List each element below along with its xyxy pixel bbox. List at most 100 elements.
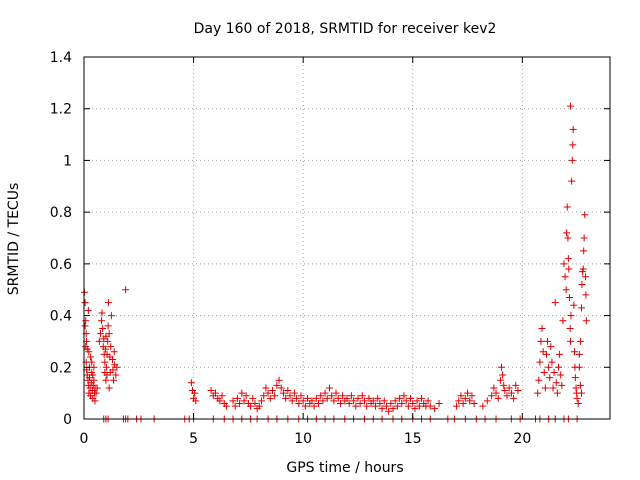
data-point [538, 325, 546, 332]
data-point [549, 384, 557, 392]
data-point [393, 402, 401, 410]
data-point [569, 141, 577, 149]
data-point [301, 402, 309, 410]
data-point [499, 371, 507, 379]
data-point [563, 203, 571, 211]
data-point [567, 102, 575, 110]
data-point [537, 337, 545, 345]
data-point [107, 343, 115, 351]
data-point [332, 389, 340, 397]
data-point [319, 397, 327, 405]
data-point [361, 397, 369, 405]
y-tick-label: 0.8 [50, 205, 72, 221]
data-point [566, 325, 574, 332]
data-point [275, 376, 283, 384]
data-point [578, 281, 586, 289]
data-point [363, 402, 371, 410]
data-point [268, 387, 276, 395]
data-point [87, 353, 95, 361]
data-point [376, 399, 384, 407]
data-point [325, 384, 333, 392]
data-point [505, 384, 513, 392]
data-point [574, 399, 582, 407]
data-point [565, 293, 573, 301]
data-point [431, 405, 439, 413]
data-point [582, 291, 590, 299]
data-point [258, 397, 266, 405]
data-point [575, 350, 583, 358]
data-point [216, 397, 224, 405]
data-point [568, 177, 576, 185]
data-point [339, 392, 347, 400]
y-tick-label: 0 [63, 412, 72, 428]
data-point [297, 392, 305, 400]
data-point [371, 402, 379, 410]
data-point [323, 394, 331, 402]
data-point [242, 392, 250, 400]
data-point [266, 394, 274, 402]
data-point [550, 368, 558, 376]
data-point [459, 399, 467, 407]
data-point [546, 374, 554, 382]
data-point [98, 309, 106, 317]
data-point [95, 337, 103, 345]
data-point [105, 330, 113, 338]
data-point [402, 397, 410, 405]
data-point [470, 399, 478, 407]
data-point [105, 384, 113, 392]
data-point [554, 363, 562, 371]
data-point [514, 387, 522, 395]
data-point [222, 402, 230, 410]
data-point [490, 384, 498, 392]
data-point [277, 384, 285, 392]
data-point [212, 389, 219, 397]
data-point [579, 265, 587, 273]
data-point [544, 337, 552, 345]
data-point [343, 394, 351, 402]
data-point [92, 389, 100, 397]
data-point [310, 402, 318, 410]
data-point [569, 125, 577, 133]
data-point [236, 399, 244, 407]
data-point [479, 402, 487, 410]
data-point [468, 392, 476, 400]
data-point [113, 363, 121, 371]
data-point [354, 394, 362, 402]
data-point [255, 402, 263, 410]
data-point [540, 368, 548, 376]
data-point [455, 397, 463, 405]
data-point [572, 384, 580, 392]
data-point [547, 343, 555, 351]
data-point [494, 394, 502, 402]
data-point [496, 376, 504, 384]
data-point [567, 337, 575, 345]
data-point [559, 317, 567, 325]
data-point [192, 397, 200, 405]
data-point [187, 379, 195, 387]
data-point [286, 392, 294, 400]
data-point [418, 394, 426, 402]
data-point [581, 211, 589, 219]
data-point [321, 389, 329, 397]
data-point [573, 394, 581, 402]
data-point [581, 273, 589, 281]
data-point [279, 389, 287, 397]
data-point [535, 376, 543, 384]
data-point [571, 374, 579, 382]
data-point [561, 273, 569, 281]
data-point [461, 394, 469, 402]
data-point [81, 322, 89, 330]
data-point [91, 397, 99, 405]
data-point [191, 389, 199, 397]
y-tick-label: 1.2 [50, 102, 72, 118]
data-point [240, 397, 248, 405]
data-point [101, 345, 109, 353]
x-axis-label: GPS time / hours [286, 460, 403, 476]
data-point [88, 358, 96, 366]
y-tick-label: 0.4 [50, 309, 72, 325]
data-point [382, 402, 390, 410]
data-point [501, 387, 509, 395]
data-point [557, 371, 565, 379]
data-point [510, 394, 518, 402]
